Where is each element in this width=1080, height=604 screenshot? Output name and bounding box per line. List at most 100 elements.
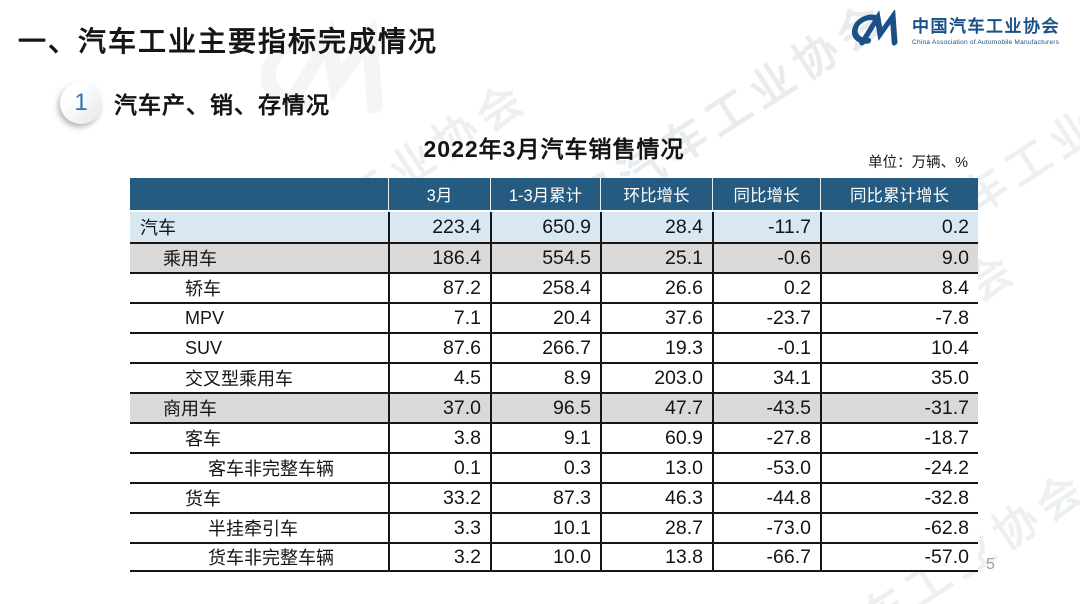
- table-cell: -11.7: [712, 212, 820, 242]
- table-cell: 4.5: [388, 364, 490, 392]
- table-cell: 0.3: [490, 454, 600, 482]
- section-number-badge: 1: [60, 82, 102, 124]
- table-row: 轿车 87.2 258.4 26.6 0.2 8.4: [130, 272, 978, 302]
- table-cell: 8.9: [490, 364, 600, 392]
- table-cell: 20.4: [490, 304, 600, 332]
- unit-note: 单位：万辆、%: [868, 155, 968, 171]
- table-cell: -44.8: [712, 484, 820, 512]
- table-cell: -31.7: [820, 394, 978, 422]
- row-label: 轿车: [185, 279, 221, 299]
- column-header: 环比增长: [600, 178, 712, 210]
- table-cell: -32.8: [820, 484, 978, 512]
- table-cell: 47.7: [600, 394, 712, 422]
- table-cell: 10.0: [490, 544, 600, 570]
- table-cell: 0.2: [712, 274, 820, 302]
- row-label: 客车非完整车辆: [208, 459, 334, 479]
- table-cell: 3.2: [388, 544, 490, 570]
- section-title: 汽车产、销、存情况: [114, 92, 330, 118]
- row-label: 商用车: [163, 399, 217, 419]
- table-row: 货车非完整车辆 3.2 10.0 13.8 -66.7 -57.0: [130, 542, 978, 572]
- table-cell: 13.8: [600, 544, 712, 570]
- column-header: 3月: [388, 178, 490, 210]
- table-cell: 203.0: [600, 364, 712, 392]
- table-cell: 9.1: [490, 424, 600, 452]
- org-name-en: China Association of Automobile Manufact…: [912, 39, 1060, 46]
- table-cell: -23.7: [712, 304, 820, 332]
- table-cell: 10.1: [490, 514, 600, 542]
- table-cell: 26.6: [600, 274, 712, 302]
- table-cell: 186.4: [388, 244, 490, 272]
- row-label: 半挂牵引车: [208, 519, 298, 539]
- table-cell: 28.7: [600, 514, 712, 542]
- table-cell: 37.0: [388, 394, 490, 422]
- table-cell: 650.9: [490, 212, 600, 242]
- table-cell: 258.4: [490, 274, 600, 302]
- column-header: 同比累计增长: [820, 178, 978, 210]
- section-heading: 1 汽车产、销、存情况: [60, 82, 330, 124]
- table-row: 商用车 37.0 96.5 47.7 -43.5 -31.7: [130, 392, 978, 422]
- table-cell: 25.1: [600, 244, 712, 272]
- column-header: [130, 178, 388, 210]
- table-cell: 96.5: [490, 394, 600, 422]
- table-row: 交叉型乘用车 4.5 8.9 203.0 34.1 35.0: [130, 362, 978, 392]
- table-cell: 3.3: [388, 514, 490, 542]
- table-cell: 60.9: [600, 424, 712, 452]
- table-cell: 7.1: [388, 304, 490, 332]
- table-cell: -66.7: [712, 544, 820, 570]
- org-logo: 中国汽车工业协会 China Association of Automobile…: [848, 10, 1060, 48]
- table-cell: -62.8: [820, 514, 978, 542]
- table-cell: 0.2: [820, 212, 978, 242]
- caam-logo-icon: [851, 10, 898, 46]
- table-cell: -43.5: [712, 394, 820, 422]
- page-title: 一、汽车工业主要指标完成情况: [18, 26, 439, 57]
- table-cell: 87.6: [388, 334, 490, 362]
- column-header: 1-3月累计: [490, 178, 600, 210]
- table-cell: 554.5: [490, 244, 600, 272]
- table-cell: 33.2: [388, 484, 490, 512]
- table-cell: 10.4: [820, 334, 978, 362]
- table-cell: -24.2: [820, 454, 978, 482]
- table-cell: 46.3: [600, 484, 712, 512]
- sales-table: 3月 1-3月累计 环比增长 同比增长 同比累计增长 汽车 223.4 650.9 28.4 -1…: [130, 178, 978, 572]
- row-label: MPV: [185, 307, 225, 328]
- table-cell: 35.0: [820, 364, 978, 392]
- table-row: 乘用车 186.4 554.5 25.1 -0.6 9.0: [130, 242, 978, 272]
- table-row: 半挂牵引车 3.3 10.1 28.7 -73.0 -62.8: [130, 512, 978, 542]
- table-cell: 13.0: [600, 454, 712, 482]
- table-cell: 28.4: [600, 212, 712, 242]
- org-name-block: 中国汽车工业协会 China Association of Automobile…: [912, 12, 1060, 46]
- row-label: 货车非完整车辆: [208, 548, 334, 568]
- table-cell: -53.0: [712, 454, 820, 482]
- table-cell: 87.3: [490, 484, 600, 512]
- table-cell: 9.0: [820, 244, 978, 272]
- table-row: MPV 7.1 20.4 37.6 -23.7 -7.8: [130, 302, 978, 332]
- table-cell: -57.0: [820, 544, 978, 570]
- table-cell: 223.4: [388, 212, 490, 242]
- row-label: 乘用车: [163, 249, 217, 269]
- page-number: 5: [986, 556, 995, 573]
- table-cell: 8.4: [820, 274, 978, 302]
- table-cell: -0.6: [712, 244, 820, 272]
- table-cell: 37.6: [600, 304, 712, 332]
- table-cell: -0.1: [712, 334, 820, 362]
- table-title: 2022年3月汽车销售情况: [423, 136, 685, 162]
- table-cell: 19.3: [600, 334, 712, 362]
- table-cell: 0.1: [388, 454, 490, 482]
- table-header-row: 3月 1-3月累计 环比增长 同比增长 同比累计增长: [130, 178, 978, 212]
- row-label: 客车: [185, 429, 221, 449]
- row-label: 交叉型乘用车: [185, 369, 293, 389]
- table-cell: -7.8: [820, 304, 978, 332]
- table-row: 汽车 223.4 650.9 28.4 -11.7 0.2: [130, 212, 978, 242]
- org-name-cn: 中国汽车工业协会: [912, 17, 1060, 36]
- table-row: SUV 87.6 266.7 19.3 -0.1 10.4: [130, 332, 978, 362]
- row-label: SUV: [185, 337, 223, 358]
- table-row: 客车 3.8 9.1 60.9 -27.8 -18.7: [130, 422, 978, 452]
- column-header: 同比增长: [712, 178, 820, 210]
- table-cell: -27.8: [712, 424, 820, 452]
- table-row: 客车非完整车辆 0.1 0.3 13.0 -53.0 -24.2: [130, 452, 978, 482]
- table-cell: -73.0: [712, 514, 820, 542]
- table-row: 货车 33.2 87.3 46.3 -44.8 -32.8: [130, 482, 978, 512]
- table-cell: 34.1: [712, 364, 820, 392]
- table-cell: -18.7: [820, 424, 978, 452]
